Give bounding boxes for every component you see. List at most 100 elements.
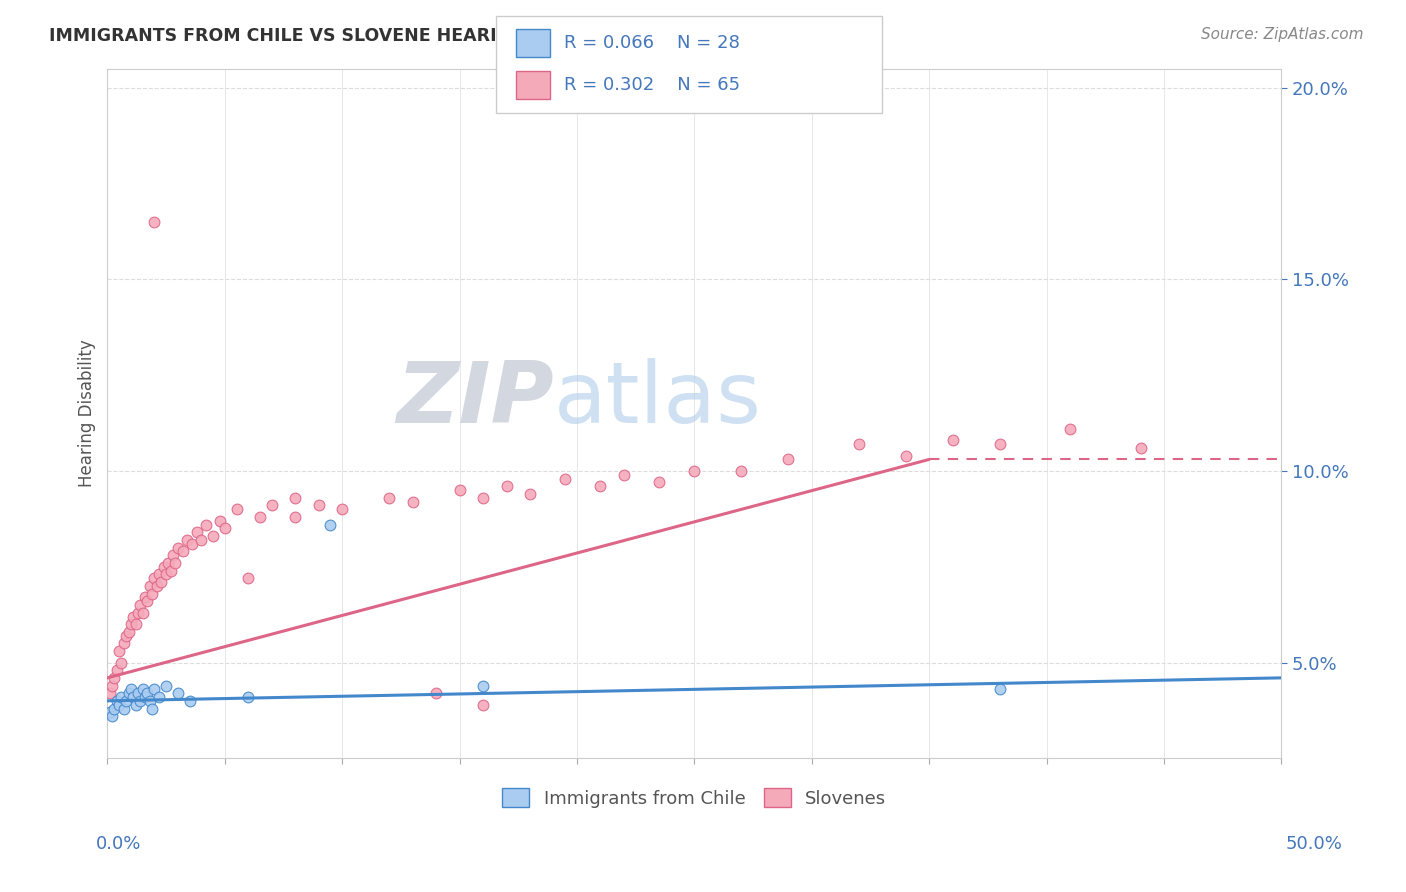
Point <box>108 698 131 712</box>
Point <box>472 491 495 505</box>
Point <box>172 544 194 558</box>
Point <box>141 586 163 600</box>
Point <box>238 690 260 704</box>
Point <box>134 690 156 704</box>
Point <box>378 491 401 505</box>
Point <box>159 564 181 578</box>
Point <box>894 449 917 463</box>
Text: 0.0%: 0.0% <box>96 835 141 853</box>
Text: atlas: atlas <box>554 358 762 442</box>
Point <box>401 494 423 508</box>
Point <box>260 499 283 513</box>
Point <box>136 686 159 700</box>
Point <box>179 694 201 708</box>
Point <box>127 606 149 620</box>
Point <box>150 575 173 590</box>
Text: ZIP: ZIP <box>396 358 554 442</box>
Point <box>152 559 174 574</box>
Point <box>195 517 218 532</box>
Point <box>554 472 576 486</box>
Point <box>155 567 177 582</box>
Point <box>112 701 135 715</box>
Point <box>425 686 447 700</box>
Point <box>148 567 170 582</box>
Point <box>495 479 517 493</box>
Point <box>186 525 208 540</box>
Point <box>117 624 139 639</box>
Point <box>143 571 166 585</box>
Point <box>225 502 247 516</box>
Text: Source: ZipAtlas.com: Source: ZipAtlas.com <box>1201 27 1364 42</box>
Point <box>124 617 146 632</box>
Point <box>143 682 166 697</box>
Point <box>249 509 271 524</box>
Point <box>942 434 965 448</box>
Point <box>209 514 232 528</box>
Point <box>589 479 612 493</box>
Point <box>145 579 167 593</box>
Point <box>180 537 202 551</box>
Point <box>110 656 132 670</box>
Point <box>988 682 1011 697</box>
Point <box>129 694 152 708</box>
Point <box>127 686 149 700</box>
Point <box>613 467 636 482</box>
Point <box>238 571 260 585</box>
Point <box>1129 441 1152 455</box>
Point <box>141 701 163 715</box>
Point <box>148 690 170 704</box>
Text: 50.0%: 50.0% <box>1286 835 1343 853</box>
Point <box>136 594 159 608</box>
Point <box>122 690 145 704</box>
Point <box>134 591 156 605</box>
Text: R = 0.066    N = 28: R = 0.066 N = 28 <box>564 34 740 52</box>
Point <box>115 694 138 708</box>
Point <box>330 502 353 516</box>
Point <box>98 686 121 700</box>
Point <box>730 464 752 478</box>
Point <box>103 671 125 685</box>
Point <box>117 686 139 700</box>
Point <box>319 517 342 532</box>
Point <box>162 548 184 562</box>
Point <box>110 690 132 704</box>
Point <box>190 533 212 547</box>
Text: R = 0.302    N = 65: R = 0.302 N = 65 <box>564 76 740 94</box>
Point <box>1059 422 1081 436</box>
Point <box>165 556 187 570</box>
Point <box>101 679 124 693</box>
Point <box>155 679 177 693</box>
Text: IMMIGRANTS FROM CHILE VS SLOVENE HEARING DISABILITY CORRELATION CHART: IMMIGRANTS FROM CHILE VS SLOVENE HEARING… <box>49 27 855 45</box>
Point <box>519 487 541 501</box>
Point <box>138 694 160 708</box>
Point <box>108 644 131 658</box>
Point <box>472 698 495 712</box>
Point <box>683 464 706 478</box>
Point <box>115 629 138 643</box>
Point <box>284 491 307 505</box>
Point <box>105 694 128 708</box>
Point <box>122 609 145 624</box>
Point <box>176 533 198 547</box>
Point <box>848 437 870 451</box>
Point <box>284 509 307 524</box>
Point <box>143 215 166 229</box>
Point <box>112 636 135 650</box>
Y-axis label: Hearing Disability: Hearing Disability <box>79 340 96 487</box>
Point <box>138 579 160 593</box>
Point <box>101 709 124 723</box>
Point <box>120 682 142 697</box>
Point <box>103 701 125 715</box>
Point <box>131 606 153 620</box>
Point <box>988 437 1011 451</box>
Point <box>778 452 800 467</box>
Point <box>202 529 225 543</box>
Point <box>648 475 671 490</box>
Point <box>157 556 180 570</box>
Point <box>124 698 146 712</box>
Point <box>166 541 188 555</box>
Point <box>98 706 121 720</box>
Point <box>129 598 152 612</box>
Point <box>308 499 330 513</box>
Point <box>105 663 128 677</box>
